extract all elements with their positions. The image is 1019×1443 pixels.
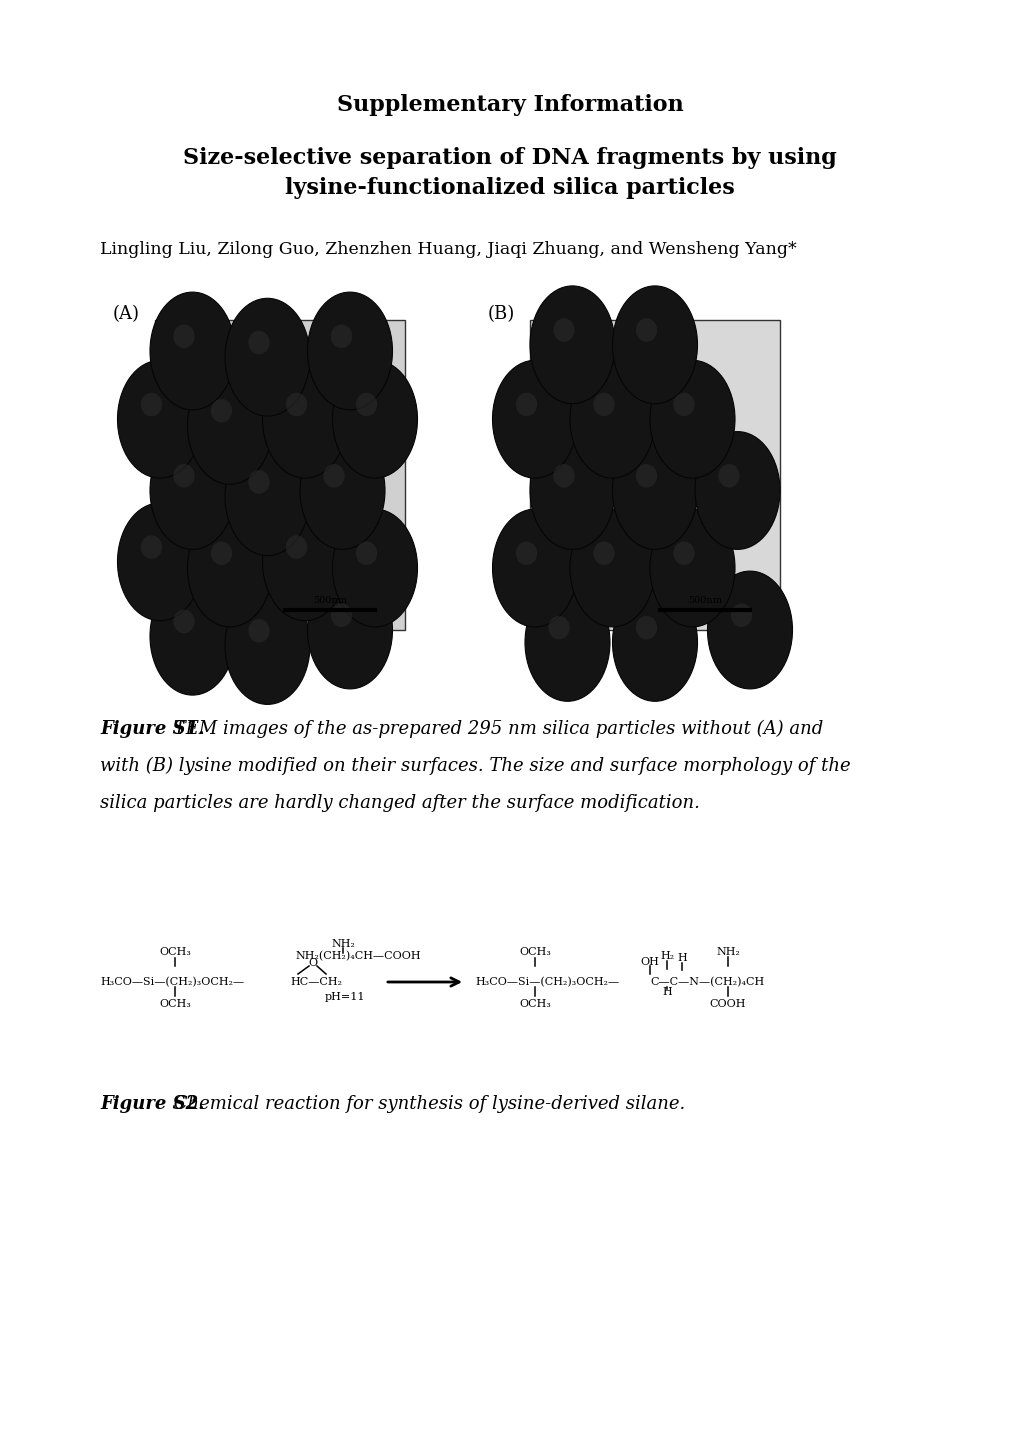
Ellipse shape (530, 286, 614, 404)
Ellipse shape (516, 392, 537, 416)
Text: COOH: COOH (709, 999, 746, 1009)
Ellipse shape (553, 465, 574, 488)
Ellipse shape (117, 361, 203, 478)
Ellipse shape (553, 319, 574, 342)
Text: (B): (B) (487, 304, 515, 323)
Ellipse shape (249, 470, 269, 494)
Text: H₃CO—Si—(CH₂)₃OCH₂—: H₃CO—Si—(CH₂)₃OCH₂— (100, 977, 244, 987)
Text: H₃CO—Si—(CH₂)₃OCH₂—: H₃CO—Si—(CH₂)₃OCH₂— (475, 977, 619, 987)
Text: pH=11: pH=11 (324, 991, 365, 1001)
Ellipse shape (635, 319, 656, 342)
Ellipse shape (173, 610, 195, 633)
Ellipse shape (330, 325, 352, 348)
Text: H: H (677, 952, 686, 962)
Ellipse shape (150, 431, 234, 550)
Ellipse shape (611, 286, 697, 404)
Ellipse shape (525, 583, 609, 701)
Ellipse shape (649, 509, 735, 626)
Text: OCH₃: OCH₃ (159, 999, 191, 1009)
Ellipse shape (141, 392, 162, 416)
Text: 500nm: 500nm (313, 596, 346, 605)
Ellipse shape (173, 465, 195, 488)
Ellipse shape (249, 619, 269, 642)
Text: NH₂: NH₂ (331, 939, 355, 949)
Ellipse shape (707, 571, 792, 688)
Ellipse shape (570, 509, 654, 626)
Ellipse shape (150, 577, 234, 696)
Text: O: O (308, 958, 317, 968)
Ellipse shape (187, 509, 272, 626)
Text: Figure S1.: Figure S1. (100, 720, 204, 737)
Ellipse shape (635, 465, 656, 488)
Ellipse shape (717, 465, 739, 488)
Ellipse shape (150, 291, 234, 410)
Ellipse shape (635, 616, 656, 639)
Ellipse shape (516, 541, 537, 566)
Text: Size-selective separation of DNA fragments by using: Size-selective separation of DNA fragmen… (183, 147, 836, 169)
Text: Supplementary Information: Supplementary Information (336, 94, 683, 115)
Text: 500nm: 500nm (688, 596, 721, 605)
Text: NH₂: NH₂ (715, 947, 739, 957)
Ellipse shape (673, 392, 694, 416)
Ellipse shape (262, 504, 347, 620)
Ellipse shape (262, 361, 347, 478)
Text: Figure S2.: Figure S2. (100, 1095, 204, 1113)
Text: HC—CH₂: HC—CH₂ (289, 977, 341, 987)
Text: TEM images of the as-prepared 295 nm silica particles without (A) and: TEM images of the as-prepared 295 nm sil… (168, 720, 822, 739)
Text: C—C—N—(CH₂)₄CH: C—C—N—(CH₂)₄CH (649, 977, 763, 987)
Text: lysine-functionalized silica particles: lysine-functionalized silica particles (285, 177, 734, 199)
Ellipse shape (673, 541, 694, 566)
Ellipse shape (548, 616, 569, 639)
Ellipse shape (593, 541, 614, 566)
Ellipse shape (356, 392, 377, 416)
Ellipse shape (211, 541, 232, 566)
Text: H₂: H₂ (659, 951, 674, 961)
Ellipse shape (611, 583, 697, 701)
Ellipse shape (249, 330, 269, 354)
Text: H: H (661, 987, 672, 997)
Text: OCH₃: OCH₃ (159, 947, 191, 957)
Ellipse shape (300, 431, 384, 550)
Text: OCH₃: OCH₃ (519, 999, 550, 1009)
Ellipse shape (731, 603, 751, 628)
Text: (A): (A) (113, 304, 140, 323)
Ellipse shape (225, 587, 310, 704)
Text: Lingling Liu, Zilong Guo, Zhenzhen Huang, Jiaqi Zhuang, and Wensheng Yang*: Lingling Liu, Zilong Guo, Zhenzhen Huang… (100, 241, 796, 258)
Ellipse shape (611, 431, 697, 550)
Text: OH: OH (640, 957, 659, 967)
Ellipse shape (330, 603, 352, 628)
Ellipse shape (117, 504, 203, 620)
Text: silica particles are hardly changed after the surface modification.: silica particles are hardly changed afte… (100, 794, 699, 812)
Bar (155, 320, 405, 631)
Ellipse shape (285, 535, 307, 558)
Ellipse shape (307, 291, 392, 410)
Ellipse shape (593, 392, 614, 416)
Ellipse shape (225, 437, 310, 556)
Text: OCH₃: OCH₃ (519, 947, 550, 957)
Ellipse shape (530, 431, 614, 550)
Text: NH₂(CH₂)₄CH—COOH: NH₂(CH₂)₄CH—COOH (294, 951, 420, 961)
Ellipse shape (173, 325, 195, 348)
Ellipse shape (570, 361, 654, 478)
Ellipse shape (187, 367, 272, 485)
Ellipse shape (307, 571, 392, 688)
Text: with (B) lysine modified on their surfaces. The size and surface morphology of t: with (B) lysine modified on their surfac… (100, 758, 850, 775)
Ellipse shape (225, 299, 310, 416)
Ellipse shape (285, 392, 307, 416)
Ellipse shape (492, 361, 577, 478)
Ellipse shape (332, 361, 417, 478)
Ellipse shape (694, 431, 780, 550)
Ellipse shape (332, 509, 417, 626)
Ellipse shape (492, 509, 577, 626)
Ellipse shape (323, 465, 344, 488)
Bar (530, 320, 780, 631)
Ellipse shape (649, 361, 735, 478)
Ellipse shape (211, 398, 232, 423)
Text: Chemical reaction for synthesis of lysine-derived silane.: Chemical reaction for synthesis of lysin… (168, 1095, 685, 1113)
Ellipse shape (356, 541, 377, 566)
Ellipse shape (141, 535, 162, 558)
